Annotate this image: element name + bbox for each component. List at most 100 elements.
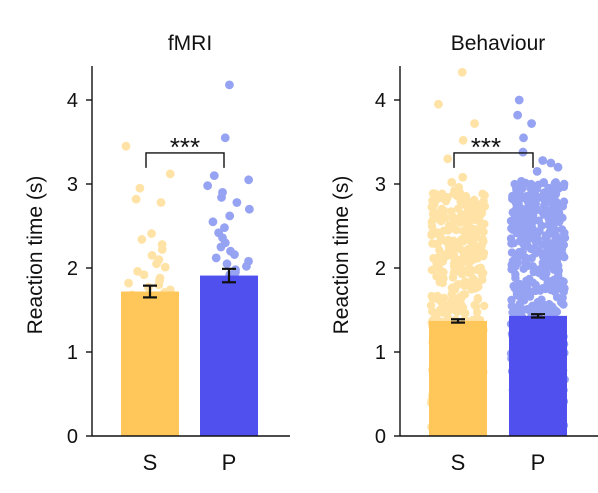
data-point — [507, 239, 516, 248]
x-tick-label: P — [222, 450, 237, 475]
data-point — [553, 162, 563, 172]
data-point — [242, 261, 251, 271]
data-point — [478, 275, 487, 285]
data-point — [555, 217, 564, 227]
data-point — [518, 180, 528, 190]
data-point — [139, 270, 149, 280]
y-tick-label: 2 — [67, 258, 78, 280]
data-point — [527, 119, 536, 128]
data-point — [160, 262, 170, 272]
data-point — [147, 229, 156, 238]
x-tick-label: S — [143, 450, 158, 475]
data-point — [560, 252, 569, 262]
data-point — [449, 250, 458, 260]
significance-label: *** — [170, 132, 200, 162]
chart-fmri: fMRI Reaction time (s) 0 1 2 3 4 S P *** — [24, 32, 290, 475]
data-point — [548, 199, 557, 208]
data-point — [121, 141, 131, 151]
data-point — [437, 255, 447, 264]
data-point — [124, 278, 133, 288]
data-point — [554, 184, 563, 193]
chart-title: fMRI — [168, 32, 212, 55]
data-point — [519, 133, 528, 143]
data-point — [457, 67, 467, 77]
data-point — [539, 249, 549, 258]
data-point — [457, 235, 466, 244]
data-point — [521, 261, 531, 270]
data-point — [435, 245, 444, 255]
data-point — [546, 158, 556, 168]
data-point — [466, 256, 476, 266]
data-point — [440, 293, 449, 303]
bar — [429, 320, 487, 436]
data-point — [523, 241, 532, 251]
data-point — [447, 177, 457, 187]
data-point — [165, 169, 175, 179]
significance-bracket — [453, 152, 534, 168]
data-point — [131, 194, 141, 204]
data-point — [154, 280, 164, 290]
data-point — [225, 211, 235, 221]
data-point — [157, 245, 167, 254]
data-point — [462, 266, 471, 276]
data-point — [522, 192, 531, 201]
data-point — [471, 242, 481, 251]
data-point — [439, 206, 449, 216]
data-point — [525, 274, 534, 284]
data-point — [437, 192, 447, 201]
data-point — [152, 259, 161, 269]
data-point — [222, 259, 232, 269]
data-point — [535, 297, 544, 307]
y-tick-label: 3 — [375, 174, 386, 196]
data-point — [472, 313, 482, 323]
data-point — [531, 237, 540, 246]
data-point — [544, 186, 554, 195]
x-tick-label: S — [451, 450, 466, 475]
data-point — [436, 234, 446, 243]
data-point — [542, 263, 551, 273]
data-point — [220, 133, 230, 143]
data-point — [427, 203, 437, 212]
data-point — [467, 235, 476, 244]
data-point — [211, 253, 221, 263]
y-tick-label: 3 — [67, 174, 78, 196]
data-point — [519, 296, 529, 305]
data-point — [441, 305, 451, 315]
data-point — [559, 179, 569, 189]
data-point — [203, 181, 213, 191]
significance-label: *** — [471, 132, 501, 162]
data-point — [471, 211, 480, 220]
x-tick-label: P — [531, 450, 546, 475]
data-point — [244, 204, 254, 214]
data-point — [476, 205, 485, 214]
data-point — [216, 242, 226, 252]
y-axis-label: Reaction time (s) — [330, 176, 353, 335]
data-point — [447, 289, 456, 299]
data-point — [541, 233, 550, 242]
chart-behaviour: Behaviour Reaction time (s) 0 1 2 3 4 S P **… — [330, 32, 598, 475]
data-point — [447, 222, 457, 231]
data-point — [471, 302, 481, 311]
data-point — [526, 179, 536, 189]
y-tick-label: 0 — [67, 426, 78, 448]
data-point — [507, 224, 516, 233]
data-point — [511, 270, 520, 279]
data-point — [546, 254, 555, 263]
data-point — [528, 262, 538, 271]
data-point — [147, 251, 157, 260]
data-point — [508, 208, 517, 217]
data-point — [534, 180, 543, 189]
data-point — [507, 295, 516, 305]
data-point — [466, 199, 475, 208]
data-point — [230, 250, 239, 259]
y-tick-label: 1 — [375, 342, 386, 364]
data-point — [244, 175, 254, 185]
data-point — [515, 250, 524, 259]
data-point — [479, 251, 488, 261]
data-point — [458, 135, 468, 145]
data-point — [522, 284, 531, 294]
data-point — [431, 239, 440, 249]
data-point — [507, 301, 517, 311]
data-point — [465, 221, 474, 231]
